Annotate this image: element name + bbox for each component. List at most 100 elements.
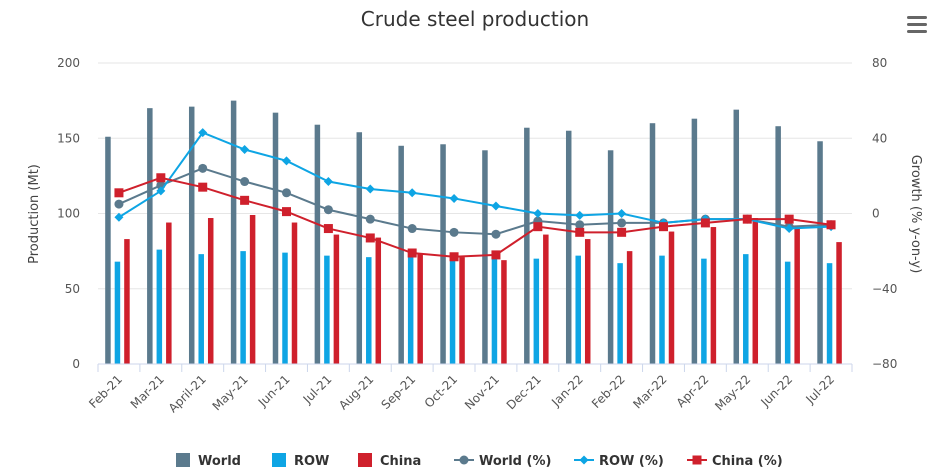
legend-label: China <box>380 454 421 469</box>
bar-china <box>794 227 800 364</box>
bar-china <box>124 239 130 364</box>
legend-marker <box>579 455 589 465</box>
legend-label: China (%) <box>712 454 783 469</box>
bar-world <box>147 108 153 365</box>
bar-china <box>668 231 675 364</box>
bar-china <box>417 254 423 364</box>
y-left-tick-label: 0 <box>72 357 80 371</box>
bar-row <box>533 258 540 364</box>
bar-row <box>156 249 163 364</box>
point-world- <box>491 229 501 239</box>
bar-china <box>710 227 717 364</box>
y-right-tick-label: 80 <box>872 56 887 70</box>
bar-world <box>817 141 823 364</box>
point-china- <box>491 250 501 260</box>
point-world- <box>575 220 585 230</box>
point-world- <box>114 199 124 209</box>
point-row- <box>114 212 124 222</box>
bar-row <box>617 263 623 364</box>
x-tick-label: May-21 <box>210 372 251 413</box>
bar-china <box>836 242 842 364</box>
x-tick-label: Feb-21 <box>86 372 125 411</box>
bar-row <box>575 255 581 364</box>
point-world- <box>240 177 250 187</box>
bar-world <box>398 145 404 364</box>
legend-swatch <box>272 453 286 467</box>
point-world- <box>198 163 208 173</box>
line-series-group <box>114 128 836 262</box>
bar-world <box>565 130 572 364</box>
bar-row <box>366 257 372 364</box>
point-china- <box>533 222 543 232</box>
legend-label: World (%) <box>479 454 551 469</box>
point-china- <box>826 220 836 230</box>
bar-world <box>524 127 530 364</box>
bar-china <box>626 251 633 364</box>
x-tick-label: Jul-22 <box>802 372 837 407</box>
bar-china <box>543 234 549 364</box>
bar-row <box>114 261 121 364</box>
y-right-tick-label: −40 <box>872 282 897 296</box>
point-china- <box>323 224 333 234</box>
legend-item: ROW <box>272 453 329 469</box>
point-china- <box>700 218 710 228</box>
bar-world <box>607 150 614 364</box>
bar-row <box>826 263 833 364</box>
axes-group: 0 50 100 150 200 −80 −40 0 40 80 Feb-21 Mar-21April… <box>57 56 897 415</box>
bar-world <box>482 150 488 364</box>
point-world- <box>449 227 459 237</box>
bar-row <box>784 261 791 364</box>
legend-item: World (%) <box>454 454 551 469</box>
y-right-tick-label: 40 <box>872 131 887 145</box>
x-tick-label: Mar-22 <box>630 372 669 411</box>
bar-world <box>314 124 321 364</box>
point-china- <box>659 222 668 232</box>
bar-world <box>105 136 111 364</box>
x-tick-label: Jun-21 <box>255 372 293 410</box>
x-tick-label: Aug-21 <box>336 372 376 412</box>
point-china- <box>198 182 208 192</box>
point-world- <box>365 214 375 224</box>
point-china- <box>617 227 627 237</box>
legend-label: ROW (%) <box>599 454 664 469</box>
bar-world <box>188 106 195 365</box>
bar-row <box>659 255 665 364</box>
x-tick-label: Jun-22 <box>758 372 796 410</box>
legend-label: World <box>198 454 241 469</box>
legend-item: ROW (%) <box>574 454 664 469</box>
y-left-tick-label: 50 <box>65 282 80 296</box>
x-tick-label: Jan-22 <box>548 372 586 410</box>
point-china- <box>282 207 291 217</box>
point-china- <box>156 173 166 183</box>
bar-world <box>691 118 698 364</box>
x-tick-label: Nov-21 <box>462 372 502 412</box>
legend-swatch <box>358 453 372 467</box>
point-row- <box>365 184 375 194</box>
point-row- <box>156 186 166 196</box>
legend-item: China (%) <box>687 454 783 469</box>
point-row- <box>323 177 333 187</box>
bar-china <box>207 218 214 364</box>
bar-row <box>491 255 498 364</box>
bar-world <box>775 126 781 365</box>
x-tick-label: Jul-21 <box>300 372 335 407</box>
y-left-axis-title: Production (Mt) <box>27 164 42 264</box>
bar-world <box>649 123 656 364</box>
point-world- <box>323 205 333 215</box>
chart-title: Crude steel production <box>361 7 589 31</box>
point-row- <box>407 188 417 198</box>
y-left-tick-label: 100 <box>57 207 80 221</box>
bar-china <box>584 239 591 364</box>
x-tick-label: May-22 <box>712 372 753 413</box>
bar-china <box>249 215 256 364</box>
point-row- <box>617 209 627 218</box>
point-row- <box>491 201 501 211</box>
x-tick-label: Apr-22 <box>674 372 712 410</box>
legend-marker <box>459 455 469 465</box>
legend: World ROW China World (%) ROW (%) China (%) <box>176 453 783 469</box>
point-world- <box>282 188 291 198</box>
hamburger-menu-icon[interactable] <box>902 12 930 38</box>
point-china- <box>742 214 752 224</box>
point-world- <box>407 224 417 234</box>
point-row- <box>533 209 543 218</box>
